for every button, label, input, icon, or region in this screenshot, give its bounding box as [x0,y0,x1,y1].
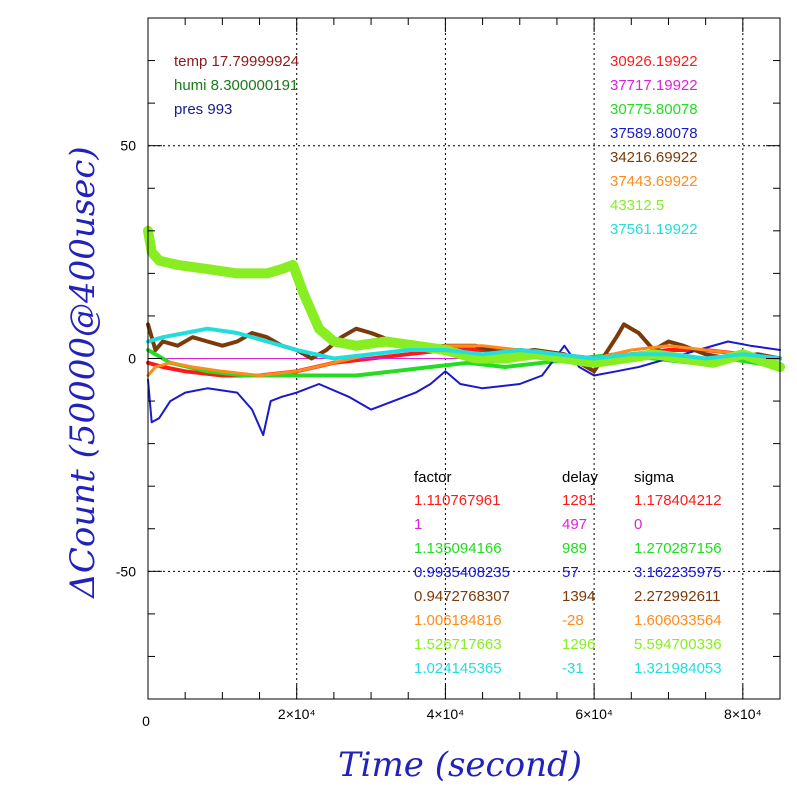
x-tick-label: 4×10⁴ [427,706,465,722]
x-tick-label: 6×10⁴ [575,706,613,722]
table-cell-factor: 1.006184816 [414,612,502,629]
table-header-delay: delay [562,469,598,486]
annotations: temp 17.79999924 humi 8.300000191 pres 993… [174,53,722,677]
table-cell-sigma: 2.272992611 [634,588,720,605]
series-value-label: 37717.19922 [610,77,698,94]
series-value-label: 37561.19922 [610,221,698,238]
table-cell-factor: 1.135094166 [414,540,502,557]
table-cell-delay: -31 [562,660,584,677]
table-cell-factor: 1.024145365 [414,660,502,677]
table-cell-factor: 1 [414,516,422,533]
table-cell-delay: 497 [562,516,587,533]
table-cell-factor: 1.110767961 [414,492,500,509]
table-cell-delay: 1281 [562,492,595,509]
table-cell-sigma: 5.594700336 [634,636,722,653]
table-cell-sigma: 0 [634,516,642,533]
env-label: pres 993 [174,101,232,118]
table-cell-factor: 0.9472768307 [414,588,510,605]
table-cell-sigma: 3.162235975 [634,564,722,581]
table-cell-delay: 1394 [562,588,595,605]
y-tick-label: -50 [116,563,136,579]
table-cell-delay: 1296 [562,636,595,653]
x-tick-label: 0 [142,713,150,729]
x-tick-label: 2×10⁴ [278,706,316,722]
table-cell-factor: 0.9935408235 [414,564,510,581]
table-cell-sigma: 1.178404212 [634,492,722,509]
env-label: humi 8.300000191 [174,77,298,94]
series-value-label: 37589.80078 [610,125,698,142]
table-cell-factor: 1.526717663 [414,636,502,653]
table-cell-delay: -28 [562,612,584,629]
table-header-factor: factor [414,469,452,486]
table-cell-delay: 57 [562,564,579,581]
table-header-sigma: sigma [634,469,675,486]
series-value-label: 43312.5 [610,197,664,214]
series-value-label: 37443.69922 [610,173,698,190]
table-cell-sigma: 1.270287156 [634,540,722,557]
y-axis-title: ΔCount (50000@400usec) [63,146,103,599]
table-cell-delay: 989 [562,540,587,557]
series-value-label: 30926.19922 [610,53,698,70]
ticks: 0 2×10⁴ 4×10⁴ 6×10⁴ 8×10⁴ 50 0 -50 [116,17,781,729]
series-line-8 [146,326,782,361]
series-layer [143,225,785,437]
table-cell-sigma: 1.606033564 [634,612,722,629]
x-tick-label: 8×10⁴ [724,706,762,722]
table-cell-sigma: 1.321984053 [634,660,722,677]
y-tick-label: 50 [120,138,136,154]
series-value-label: 34216.69922 [610,149,698,166]
x-axis-title: Time (second) [338,745,582,785]
series-line-4 [147,340,781,437]
env-label: temp 17.79999924 [174,53,299,70]
series-value-label: 30775.80078 [610,101,698,118]
y-tick-label: 0 [128,351,136,367]
